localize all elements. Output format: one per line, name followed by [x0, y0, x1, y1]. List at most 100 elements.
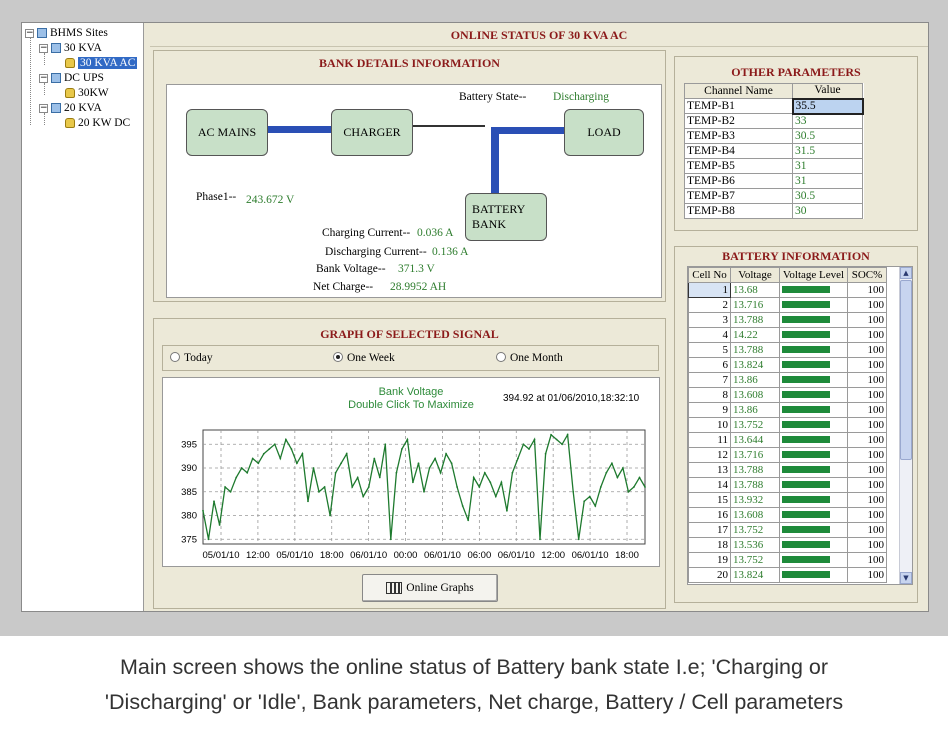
bank-voltage-chart[interactable]: Bank Voltage Double Click To Maximize 394.… — [162, 377, 660, 567]
data-point — [401, 448, 403, 450]
table-row[interactable]: 10 13.752 100 — [688, 417, 887, 433]
cell-number[interactable]: 5 — [688, 342, 731, 358]
collapse-icon[interactable]: − — [39, 42, 48, 53]
vertical-scrollbar[interactable]: ▲ ▼ — [899, 267, 912, 584]
table-row[interactable]: 9 13.86 100 — [688, 402, 887, 418]
tree-group-20kva[interactable]: −20 KVA — [39, 102, 102, 114]
data-point — [301, 452, 304, 455]
channel-value-cell[interactable]: 30 — [792, 203, 863, 219]
cell-number[interactable]: 20 — [688, 567, 731, 583]
table-row[interactable]: 4 14.22 100 — [688, 327, 887, 343]
tree-item-20kw-dc[interactable]: 20 KW DC — [65, 116, 130, 131]
level-bar — [782, 301, 830, 309]
tree-group-30kva[interactable]: −30 KVA — [39, 42, 102, 54]
scroll-up-icon[interactable]: ▲ — [900, 267, 912, 279]
cell-number[interactable]: 19 — [688, 552, 731, 568]
table-row[interactable]: 14 13.788 100 — [688, 477, 887, 493]
cell-number[interactable]: 7 — [688, 372, 731, 388]
cell-number[interactable]: 1 — [688, 282, 731, 298]
channel-value-cell[interactable]: 31 — [792, 158, 863, 174]
cell-number[interactable]: 4 — [688, 327, 731, 343]
table-row[interactable]: 11 13.644 100 — [688, 432, 887, 448]
cell-number[interactable]: 16 — [688, 507, 731, 523]
y-tick-label: 385 — [181, 487, 197, 498]
radio-today[interactable]: Today — [170, 352, 213, 364]
table-row[interactable]: TEMP-B3 30.5 — [684, 128, 863, 144]
caption-line-1: Main screen shows the online status of B… — [119, 655, 828, 679]
tree-group-dc-ups[interactable]: − DC UPS — [39, 72, 104, 84]
cell-number[interactable]: 11 — [688, 432, 731, 448]
cells-list[interactable]: Cell No Voltage Voltage Level SOC% 1 13.6… — [687, 266, 913, 585]
table-row[interactable]: 15 13.932 100 — [688, 492, 887, 508]
online-graphs-button[interactable]: Online Graphs — [362, 574, 498, 602]
cell-number[interactable]: 12 — [688, 447, 731, 463]
cell-number[interactable]: 14 — [688, 477, 731, 493]
table-row[interactable]: TEMP-B1 35.5 — [684, 97, 864, 115]
parameters-table[interactable]: Channel Name Value TEMP-B1 35.5 TEMP-B2 33 T… — [684, 83, 864, 219]
table-row[interactable]: 6 13.824 100 — [688, 357, 887, 373]
cell-number[interactable]: 9 — [688, 402, 731, 418]
cell-number[interactable]: 2 — [688, 297, 731, 313]
tree-item-30kva-ac[interactable]: 30 KVA AC — [65, 56, 138, 71]
table-row[interactable]: TEMP-B6 31 — [684, 173, 863, 189]
radio-one-week[interactable]: One Week — [333, 352, 395, 364]
table-row[interactable]: 12 13.716 100 — [688, 447, 887, 463]
cell-voltage-level — [779, 297, 848, 313]
data-point — [334, 471, 337, 474]
cell-number[interactable]: 17 — [688, 522, 731, 538]
scroll-down-icon[interactable]: ▼ — [900, 572, 912, 584]
channel-value-cell[interactable]: 30.5 — [792, 188, 863, 204]
channel-value-cell[interactable]: 31 — [792, 173, 863, 189]
tree-root[interactable]: − BHMS Sites — [25, 26, 108, 41]
level-bar — [782, 496, 830, 504]
collapse-icon[interactable]: − — [25, 27, 34, 38]
cell-number[interactable]: 15 — [688, 492, 731, 508]
tree-item-30kw[interactable]: 30KW — [65, 86, 109, 101]
scroll-thumb[interactable] — [900, 280, 912, 460]
collapse-icon[interactable]: − — [39, 102, 48, 113]
table-row[interactable]: TEMP-B5 31 — [684, 158, 863, 174]
table-row[interactable]: 3 13.788 100 — [688, 312, 887, 328]
table-row[interactable]: TEMP-B7 30.5 — [684, 188, 863, 204]
table-row[interactable]: 16 13.608 100 — [688, 507, 887, 523]
data-point — [489, 481, 492, 484]
channel-value-cell[interactable]: 33 — [792, 113, 863, 129]
cell-number[interactable]: 3 — [688, 312, 731, 328]
x-tick-label: 18:00 — [320, 550, 344, 561]
table-row[interactable]: 7 13.86 100 — [688, 372, 887, 388]
cell-number[interactable]: 8 — [688, 387, 731, 403]
table-row[interactable]: 13 13.788 100 — [688, 462, 887, 478]
cell-number[interactable]: 18 — [688, 537, 731, 553]
table-row[interactable]: 2 13.716 100 — [688, 297, 887, 313]
cells-table[interactable]: Cell No Voltage Voltage Level SOC% 1 13.6… — [688, 267, 887, 583]
collapse-icon[interactable]: − — [39, 72, 48, 83]
radio-circle-icon[interactable] — [170, 352, 180, 362]
cell-voltage-level — [779, 462, 848, 478]
channel-value-cell[interactable]: 35.5 — [791, 97, 864, 115]
sites-tree[interactable]: − BHMS Sites −30 KVA 30 KVA AC − DC UPS 30… — [22, 23, 144, 611]
channel-value-cell[interactable]: 30.5 — [792, 128, 863, 144]
table-row[interactable]: 5 13.788 100 — [688, 342, 887, 358]
table-row[interactable]: 8 13.608 100 — [688, 387, 887, 403]
table-row[interactable]: 1 13.68 100 — [688, 282, 887, 298]
cell-number[interactable]: 6 — [688, 357, 731, 373]
table-row[interactable]: TEMP-B2 33 — [684, 113, 863, 129]
cell-voltage: 14.22 — [730, 327, 780, 343]
table-row[interactable]: 17 13.752 100 — [688, 522, 887, 538]
radio-selected-icon[interactable] — [333, 352, 343, 362]
radio-one-month[interactable]: One Month — [496, 352, 563, 364]
cell-voltage: 13.788 — [730, 312, 780, 328]
radio-circle-icon[interactable] — [496, 352, 506, 362]
table-row[interactable]: TEMP-B4 31.5 — [684, 143, 863, 159]
cell-voltage: 13.536 — [730, 537, 780, 553]
table-row[interactable]: 20 13.824 100 — [688, 567, 887, 583]
channel-value-cell[interactable]: 31.5 — [792, 143, 863, 159]
table-row[interactable]: TEMP-B8 30 — [684, 203, 863, 219]
level-bar — [782, 406, 830, 414]
table-row[interactable]: 18 13.536 100 — [688, 537, 887, 553]
table-row[interactable]: 19 13.752 100 — [688, 552, 887, 568]
cell-number[interactable]: 13 — [688, 462, 731, 478]
battery-state-label: Battery State-- — [459, 91, 527, 103]
cell-number[interactable]: 10 — [688, 417, 731, 433]
